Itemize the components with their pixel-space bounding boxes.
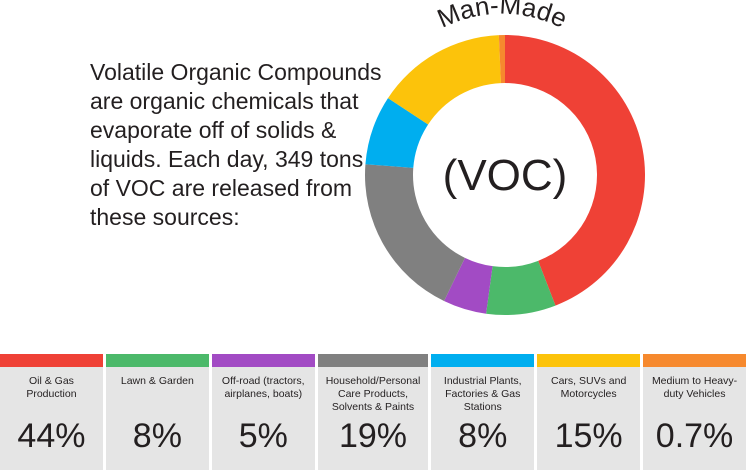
legend-cell: Medium to Heavy-duty Vehicles 0.7% (643, 354, 746, 470)
legend-color-bar (643, 354, 746, 367)
chart-title: Man-Made (433, 0, 572, 34)
legend-value: 8% (132, 417, 182, 455)
legend-label: Industrial Plants, Factories & Gas Stati… (443, 375, 522, 413)
legend-color-bar (431, 354, 535, 367)
legend-cell: Cars, SUVs and Motorcycles 15% (537, 354, 641, 470)
legend-value: 8% (458, 417, 508, 455)
legend-cell: Off-road (tractors, airplanes, boats) 5% (211, 354, 315, 470)
legend-color-bar (0, 354, 103, 367)
legend-color-bar (317, 354, 429, 367)
donut-slice (388, 35, 501, 125)
legend-value: 5% (238, 417, 288, 455)
legend-value: 19% (338, 417, 408, 455)
donut-slice (444, 257, 493, 314)
legend-label: Lawn & Garden (120, 375, 194, 387)
donut-slice (365, 98, 429, 168)
center-label: (VOC) (443, 151, 568, 200)
legend-label: Household/Personal Care Products, Solven… (325, 375, 421, 413)
donut-slice (505, 35, 646, 306)
legend-cell: Oil & Gas Production 44% (0, 354, 103, 470)
legend-label: Off-road (tractors, airplanes, boats) (221, 375, 305, 400)
legend-color-bar (211, 354, 315, 367)
legend-value: 0.7% (655, 417, 734, 455)
legend-cell: Lawn & Garden 8% (105, 354, 209, 470)
donut-slice (498, 35, 505, 84)
legend-value: 44% (17, 417, 86, 455)
donut-chart: Man-Made (VOC) (365, 0, 646, 316)
legend-cell: Industrial Plants, Factories & Gas Stati… (431, 354, 535, 470)
legend-label: Oil & Gas Production (26, 375, 77, 400)
intro-text: Volatile Organic Compounds are organic c… (90, 59, 382, 230)
legend-label: Cars, SUVs and Motorcycles (551, 375, 627, 400)
donut-slice (365, 164, 465, 302)
legend-color-bar (537, 354, 641, 367)
legend-value: 15% (554, 417, 623, 455)
legend-cell: Household/Personal Care Products, Solven… (317, 354, 429, 470)
legend-row: Oil & Gas Production 44% Lawn & Garden 8% Of… (0, 354, 746, 470)
legend-label: Medium to Heavy-duty Vehicles (651, 375, 738, 400)
donut-slice (486, 260, 556, 316)
legend-color-bar (105, 354, 209, 367)
